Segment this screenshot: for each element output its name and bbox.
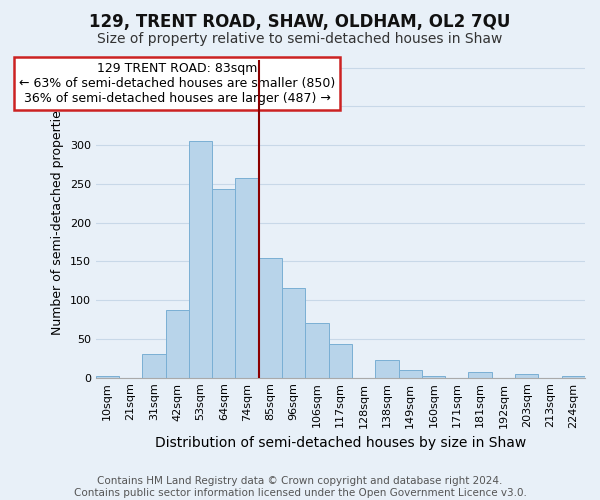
Bar — [235, 178, 259, 378]
Bar — [422, 376, 445, 378]
Bar — [95, 376, 119, 378]
Bar — [375, 360, 398, 378]
Text: 129, TRENT ROAD, SHAW, OLDHAM, OL2 7QU: 129, TRENT ROAD, SHAW, OLDHAM, OL2 7QU — [89, 12, 511, 30]
Text: Size of property relative to semi-detached houses in Shaw: Size of property relative to semi-detach… — [97, 32, 503, 46]
Bar — [398, 370, 422, 378]
Bar — [166, 310, 189, 378]
Bar — [212, 188, 235, 378]
Bar — [305, 324, 329, 378]
Bar — [282, 288, 305, 378]
Bar — [469, 372, 492, 378]
X-axis label: Distribution of semi-detached houses by size in Shaw: Distribution of semi-detached houses by … — [155, 436, 526, 450]
Bar — [189, 142, 212, 378]
Text: 129 TRENT ROAD: 83sqm
← 63% of semi-detached houses are smaller (850)
36% of sem: 129 TRENT ROAD: 83sqm ← 63% of semi-deta… — [19, 62, 335, 104]
Bar — [562, 376, 585, 378]
Bar — [329, 344, 352, 378]
Text: Contains HM Land Registry data © Crown copyright and database right 2024.
Contai: Contains HM Land Registry data © Crown c… — [74, 476, 526, 498]
Bar — [259, 258, 282, 378]
Bar — [142, 354, 166, 378]
Bar — [515, 374, 538, 378]
Y-axis label: Number of semi-detached properties: Number of semi-detached properties — [51, 103, 64, 334]
